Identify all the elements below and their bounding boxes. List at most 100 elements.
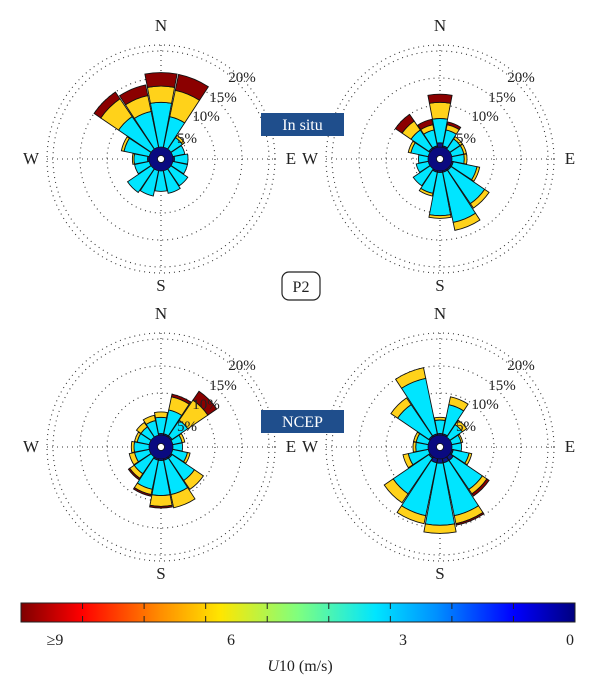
rose-bar-in-situ-left-sector-0-bin-2: [146, 85, 176, 104]
rose-bar-ncep-left-sector-0-bin-2: [153, 411, 169, 419]
rose-bar-in-situ-right-sector-15-bin-3: [417, 118, 434, 131]
colorbar-tick-marks: [82, 603, 514, 622]
rose-bar-ncep-left-sector-6-bin-2: [183, 469, 205, 491]
ncep-tag-label: NCEP: [282, 414, 323, 431]
center-dot: [157, 443, 165, 451]
colorbar-tick-label-3: 3: [399, 632, 407, 649]
rose-bar-ncep-right-sector-14-bin-2: [390, 397, 412, 419]
station-badge-label: P2: [293, 279, 310, 296]
radial-label-10: 10%: [471, 109, 499, 125]
rose-bar-in-situ-left-sector-15-bin-3: [118, 84, 149, 106]
radial-label-20: 20%: [228, 358, 256, 374]
direction-label-e: E: [565, 149, 575, 168]
direction-label-s: S: [156, 564, 165, 583]
rose-bar-ncep-right-sector-2-bin-2: [454, 419, 468, 433]
rose-bar-ncep-right-sector-15-bin-2: [394, 367, 427, 389]
direction-label-n: N: [434, 304, 446, 323]
rose-bar-ncep-left-sector-5-bin-2: [182, 451, 191, 464]
wind-rose-ncep-left: N E S W 5% 10% 15% 20%: [23, 304, 296, 583]
direction-label-w: W: [23, 149, 40, 168]
radial-label-5: 5%: [456, 131, 476, 147]
rose-bar-in-situ-left-sector-4-bin-1: [173, 153, 189, 165]
rose-bar-ncep-right-sector-9-bin-2: [396, 505, 427, 525]
grid-circle-outer: [46, 44, 276, 274]
grid-circle-outer: [325, 332, 555, 562]
center-dot: [157, 155, 165, 163]
radial-label-10: 10%: [471, 397, 499, 413]
direction-label-s: S: [435, 276, 444, 295]
rose-bar-in-situ-right-sector-7-bin-2: [452, 212, 481, 231]
grid-circle: [331, 50, 549, 268]
colorbar-tick-label-0: 0: [566, 632, 574, 649]
grid-circle: [331, 338, 549, 556]
rose-bar-in-situ-right-sector-4-bin-2: [463, 153, 468, 165]
rose-bar-in-situ-right-sector-6-bin-2: [469, 188, 490, 209]
direction-label-n: N: [434, 16, 446, 35]
rose-bar-ncep-left-sector-15-bin-2: [142, 414, 157, 426]
direction-label-s: S: [156, 276, 165, 295]
rose-bar-in-situ-right-sector-8-bin-2: [428, 214, 452, 219]
colorbar-tick-label-6: 6: [227, 632, 235, 649]
rose-bar-in-situ-left-sector-1-bin-3: [174, 73, 209, 101]
radial-label-5: 5%: [177, 131, 197, 147]
grid-circle: [52, 338, 270, 556]
rose-bar-in-situ-left-sector-0-bin-3: [144, 72, 178, 88]
rose-bar-ncep-left-sector-13-bin-2: [134, 431, 142, 443]
radial-label-15: 15%: [209, 90, 237, 106]
grid-circle: [385, 104, 495, 214]
rose-bar-in-situ-right-sector-14-bin-3: [394, 113, 415, 134]
center-dot: [436, 443, 444, 451]
direction-label-e: E: [286, 149, 296, 168]
rose-bar-ncep-right-sector-8-bin-2: [423, 523, 457, 534]
rose-bar-in-situ-left-sector-2-bin-2: [174, 134, 186, 146]
direction-label-n: N: [155, 16, 167, 35]
station-badge-box: [281, 271, 321, 301]
radial-label-15: 15%: [209, 378, 237, 394]
colorbar-tick-label-9: ≥9: [47, 632, 64, 649]
colorbar-title-unit: 10 (m/s): [279, 658, 333, 675]
rose-bar-ncep-left-sector-12-bin-2: [130, 440, 135, 454]
rose-bar-ncep-right-sector-1-bin-2: [448, 396, 469, 412]
rose-bar-ncep-right-sector-12-bin-2: [412, 441, 417, 453]
rose-bar-ncep-right-sector-3-bin-2: [457, 433, 464, 444]
rose-bar-ncep-left-sector-14-bin-2: [135, 421, 148, 434]
rose-bar-ncep-left-sector-11-bin-2: [128, 451, 140, 466]
rose-bar-in-situ-left-sector-13-bin-2: [120, 136, 131, 152]
radial-label-5: 5%: [177, 419, 197, 435]
radial-label-10: 10%: [192, 109, 220, 125]
rose-bar-ncep-right-sector-5-bin-2: [464, 452, 473, 466]
rose-bar-in-situ-right-sector-5-bin-2: [470, 166, 481, 182]
rose-bar-in-situ-right-sector-9-bin-2: [418, 187, 434, 197]
direction-label-e: E: [286, 437, 296, 456]
direction-label-w: W: [302, 437, 319, 456]
rose-bar-ncep-left-sector-8-bin-3: [149, 504, 173, 509]
rose-bar-in-situ-right-sector-0-bin-3: [427, 93, 453, 104]
direction-label-e: E: [565, 437, 575, 456]
rose-bar-ncep-left-sector-9-bin-3: [132, 487, 152, 497]
rose-bar-ncep-left-sector-10-bin-3: [127, 467, 141, 481]
rose-bar-in-situ-left-sector-14-bin-3: [93, 91, 121, 119]
radial-label-5: 5%: [456, 419, 476, 435]
rose-bar-ncep-left-sector-1-bin-3: [170, 393, 192, 405]
wind-rose-ncep-right: N E S W 5% 10% 15% 20%: [302, 304, 575, 583]
rose-bar-in-situ-right-sector-1-bin-3: [446, 121, 462, 131]
rose-bar-ncep-right-sector-7-bin-3: [455, 511, 485, 526]
station-badge: P2: [281, 271, 321, 301]
radial-label-10: 10%: [192, 397, 220, 413]
radial-label-15: 15%: [488, 378, 516, 394]
rose-bar-ncep-left-sector-2-bin-3: [192, 390, 218, 416]
colorbar-title-symbol: U: [267, 658, 280, 675]
rose-bar-ncep-left-sector-3-bin-2: [178, 433, 186, 444]
in-situ-tag: In situ: [261, 113, 344, 136]
grid-circle-outer: [46, 332, 276, 562]
in-situ-tag-box: [261, 113, 344, 136]
grid-circle-outer: [325, 44, 555, 274]
rose-bar-in-situ-left-sector-12-bin-2: [131, 153, 135, 165]
rose-bar-in-situ-right-sector-0-bin-2: [428, 101, 452, 120]
direction-label-w: W: [302, 149, 319, 168]
rose-bar-ncep-right-sector-13-bin-2: [413, 431, 421, 443]
colorbar-title: U10 (m/s): [267, 658, 332, 675]
radial-label-20: 20%: [507, 70, 535, 86]
ncep-tag: NCEP: [261, 410, 344, 433]
